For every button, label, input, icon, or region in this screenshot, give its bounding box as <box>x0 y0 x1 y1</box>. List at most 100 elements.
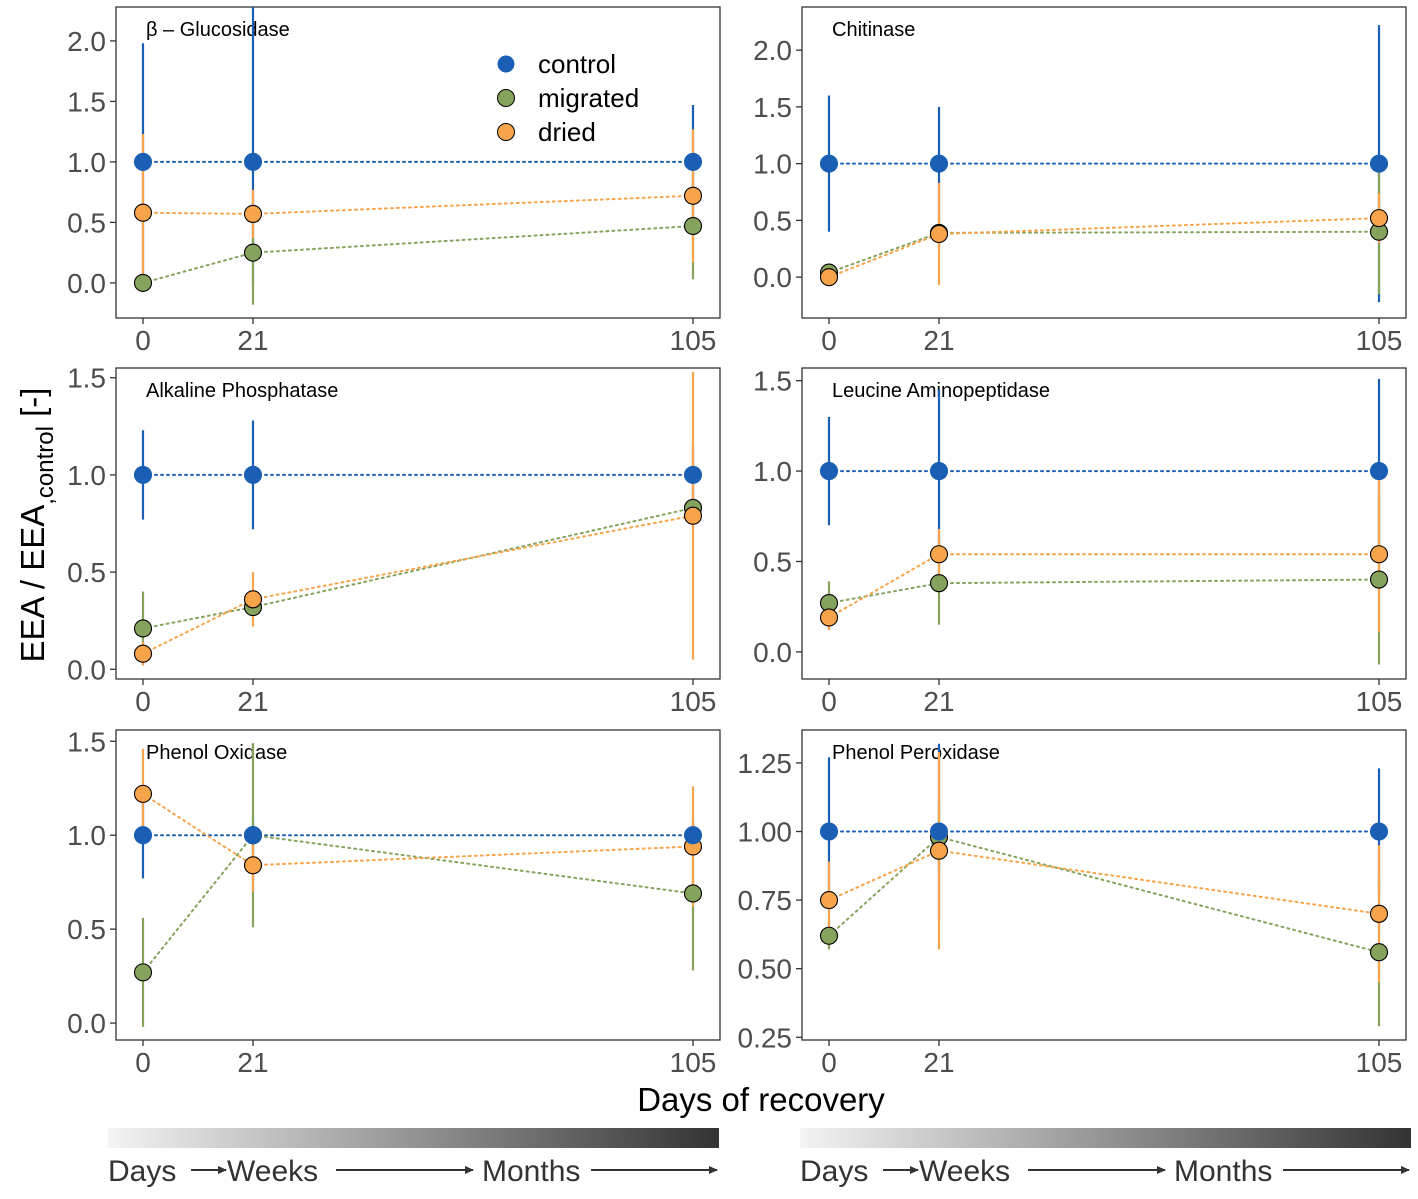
control-point <box>1369 462 1389 481</box>
panel-title: Phenol Oxidase <box>146 742 287 764</box>
control-point <box>243 152 263 171</box>
y-tick-label: 0.50 <box>738 954 793 985</box>
dried-point <box>133 644 153 663</box>
y-tick-label: 0.5 <box>753 205 792 236</box>
panel-1: 0.0 0.5 1.0 1.5 2.0 0 21 105 Chitinase <box>753 6 1407 356</box>
dried-trend-line <box>142 598 254 655</box>
control-point <box>819 154 839 173</box>
panel-frame <box>801 367 1407 680</box>
dried-trend-line <box>252 514 694 601</box>
timeline-right: Days Weeks Months <box>800 1128 1411 1188</box>
control-point <box>133 465 153 484</box>
y-tick-label: 1.0 <box>753 456 792 487</box>
migrated-trend-line <box>142 251 254 284</box>
migrated-point <box>133 273 153 292</box>
panel-frame <box>115 729 721 1041</box>
dried-point <box>1369 209 1389 228</box>
dried-trend-line <box>828 233 940 279</box>
panel-title: Phenol Peroxidase <box>832 742 1000 764</box>
legend: control migrated dried <box>497 49 639 147</box>
x-tick-label: 0 <box>135 686 151 717</box>
migrated-trend-line <box>252 834 694 895</box>
timeline-left: Days Weeks Months <box>108 1128 719 1188</box>
dried-trend-line <box>938 849 1380 915</box>
panel-0: 0.0 0.5 1.0 1.5 2.0 0 21 105 β – Glucosidase <box>67 6 721 356</box>
x-tick-label: 105 <box>670 1047 717 1078</box>
legend-dried-marker <box>497 123 515 141</box>
control-point <box>133 826 153 845</box>
panel-frame <box>801 729 1407 1041</box>
y-tick-label: 0.0 <box>753 262 792 293</box>
dried-point <box>929 224 949 244</box>
dried-point <box>929 545 949 564</box>
migrated-point <box>133 963 153 982</box>
dried-point <box>683 186 703 205</box>
migrated-point <box>929 574 949 593</box>
timeline-days-label: Days <box>800 1155 868 1188</box>
panel-frame <box>115 367 721 680</box>
y-tick-label: 1.0 <box>753 149 792 180</box>
y-tick-label: 1.5 <box>753 92 792 123</box>
panel-5: 0.25 0.50 0.75 1.00 1.25 0 21 105 Phenol Peroxid… <box>738 729 1407 1078</box>
migrated-trend-line <box>142 606 254 630</box>
control-point <box>929 822 949 841</box>
timeline-gradient-bar <box>800 1128 1411 1148</box>
y-tick-label: 1.5 <box>753 366 792 397</box>
control-point <box>929 462 949 481</box>
migrated-trend-line <box>938 835 1380 954</box>
y-axis-title-unit: [-] <box>14 388 51 427</box>
dried-point <box>819 608 839 627</box>
panel-frame <box>115 6 721 319</box>
timeline-gradient-bar <box>108 1128 719 1148</box>
control-point <box>683 826 703 845</box>
x-tick-label: 105 <box>1356 1047 1403 1078</box>
dried-point <box>1369 904 1389 923</box>
x-tick-label: 105 <box>670 686 717 717</box>
timeline-months-label: Months <box>1174 1155 1272 1188</box>
control-point <box>243 826 263 845</box>
dried-trend-line <box>142 211 254 215</box>
legend-migrated-label: migrated <box>538 83 639 113</box>
control-point <box>243 465 263 484</box>
y-tick-label: 0.5 <box>67 914 106 945</box>
migrated-trend-line <box>252 225 694 254</box>
panel-2: 0.0 0.5 1.0 1.5 0 21 105 Alkaline Phosphatase <box>67 363 721 717</box>
dried-trend-line <box>252 845 694 867</box>
control-point <box>819 822 839 841</box>
migrated-trend-line <box>828 582 940 605</box>
dried-trend-line <box>252 194 694 215</box>
y-tick-label: 0.5 <box>753 546 792 577</box>
dried-point <box>683 506 703 525</box>
panel-4: 0.0 0.5 1.0 1.5 0 21 105 Phenol Oxidase <box>67 726 721 1078</box>
migrated-point <box>1369 943 1389 962</box>
x-tick-label: 105 <box>1356 325 1403 356</box>
timeline-weeks-label: Weeks <box>919 1155 1010 1188</box>
dried-trend-line <box>142 792 254 867</box>
migrated-trend-line <box>938 230 1380 234</box>
y-tick-label: 1.25 <box>738 748 793 779</box>
migrated-point <box>1369 570 1389 589</box>
legend-dried-label: dried <box>538 117 596 147</box>
x-tick-label: 21 <box>923 686 954 717</box>
dried-point <box>1369 545 1389 564</box>
y-tick-label: 1.00 <box>738 817 793 848</box>
timeline-weeks-label: Weeks <box>227 1155 318 1188</box>
y-tick-label: 0.0 <box>67 268 106 299</box>
control-point <box>683 152 703 171</box>
y-tick-label: 1.5 <box>67 86 106 117</box>
dried-trend-line <box>828 849 940 902</box>
dried-point <box>243 204 263 223</box>
migrated-point <box>133 619 153 638</box>
x-tick-label: 0 <box>821 686 837 717</box>
x-tick-label: 0 <box>135 325 151 356</box>
legend-control-label: control <box>538 49 616 79</box>
dried-point <box>819 891 839 910</box>
y-tick-label: 0.5 <box>67 557 106 588</box>
dried-point <box>133 203 153 222</box>
panel-title: Leucine Aminopeptidase <box>832 380 1050 402</box>
timeline-days-label: Days <box>108 1155 176 1188</box>
timeline-months-label: Months <box>482 1155 580 1188</box>
y-tick-label: 1.0 <box>67 820 106 851</box>
migrated-trend-line <box>938 578 1380 585</box>
